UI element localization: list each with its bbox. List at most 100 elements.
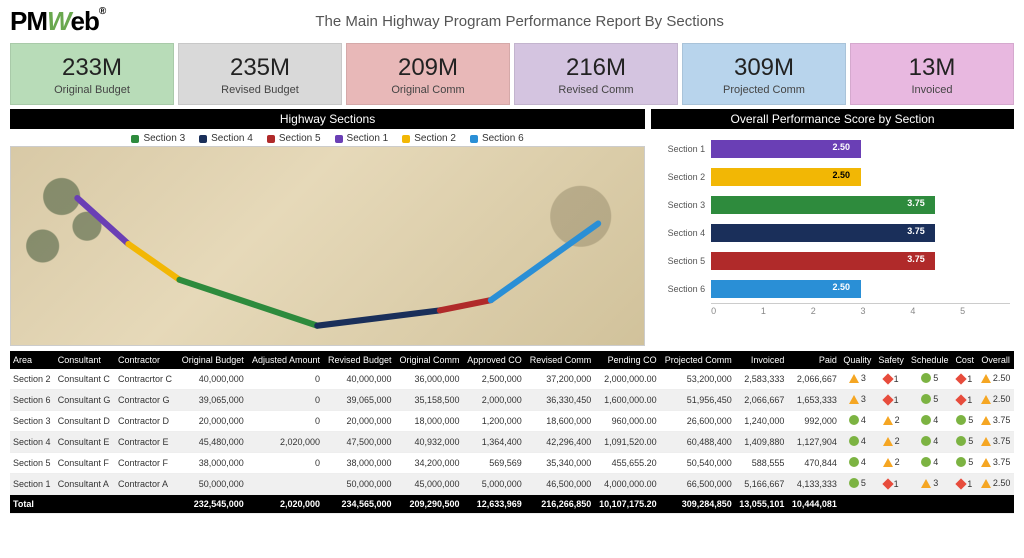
table-cell	[907, 495, 952, 514]
indicator-cell: 3.75	[977, 453, 1014, 474]
table-cell: 1,364,400	[463, 432, 525, 453]
legend-item: Section 4	[199, 133, 253, 144]
table-cell: 12,633,969	[463, 495, 525, 514]
indicator-cell: 1	[875, 369, 907, 390]
table-cell: Contractor G	[115, 390, 177, 411]
indicator-cell: 3.75	[977, 432, 1014, 453]
table-cell: 35,340,000	[525, 453, 594, 474]
table-header[interactable]: Revised Comm	[525, 351, 594, 369]
table-header[interactable]: Original Comm	[395, 351, 463, 369]
table-header[interactable]: Area	[10, 351, 55, 369]
table-cell: 234,565,000	[323, 495, 395, 514]
table-cell: Consultant G	[55, 390, 115, 411]
indicator-cell: 4	[907, 453, 952, 474]
table-cell: 45,480,000	[177, 432, 247, 453]
table-cell: 455,655.20	[594, 453, 659, 474]
score-bar-row: Section 53.75	[655, 247, 1010, 275]
table-cell: 10,107,175.20	[594, 495, 659, 514]
table-header[interactable]: Projected Comm	[660, 351, 735, 369]
table-cell: Consultant A	[55, 474, 115, 495]
table-cell: 26,600,000	[660, 411, 735, 432]
score-bar-row: Section 22.50	[655, 163, 1010, 191]
table-cell: 2,020,000	[247, 495, 323, 514]
legend-item: Section 6	[470, 133, 524, 144]
table-header[interactable]: Schedule	[907, 351, 952, 369]
table-cell	[840, 495, 875, 514]
table-cell	[952, 495, 977, 514]
indicator-cell: 2.50	[977, 369, 1014, 390]
kpi-card: 216MRevised Comm	[514, 43, 678, 105]
score-panel: Overall Performance Score by Section Sec…	[651, 109, 1014, 347]
score-bar-label: Section 6	[655, 284, 705, 294]
table-cell: 5,166,667	[735, 474, 788, 495]
score-bar-chart: Section 12.50Section 22.50Section 33.75S…	[651, 129, 1014, 347]
score-bar	[711, 196, 935, 214]
table-cell: 36,330,450	[525, 390, 594, 411]
table-header[interactable]: Original Budget	[177, 351, 247, 369]
indicator-cell: 2	[875, 432, 907, 453]
table-header[interactable]: Paid	[787, 351, 840, 369]
score-bar-label: Section 4	[655, 228, 705, 238]
table-cell: 50,540,000	[660, 453, 735, 474]
indicator-cell: 5	[952, 432, 977, 453]
indicator-cell: 2	[875, 453, 907, 474]
kpi-value: 209M	[351, 54, 505, 82]
highway-sections-panel: Highway Sections Section 3Section 4Secti…	[10, 109, 645, 347]
score-bar-row: Section 62.50	[655, 275, 1010, 303]
table-cell: 50,000,000	[177, 474, 247, 495]
kpi-value: 216M	[519, 54, 673, 82]
table-cell: 39,065,000	[323, 390, 395, 411]
table-header[interactable]: Quality	[840, 351, 875, 369]
indicator-cell: 2	[875, 411, 907, 432]
table-cell: 1,091,520.00	[594, 432, 659, 453]
indicator-cell: 3	[840, 369, 875, 390]
table-cell: Section 1	[10, 474, 55, 495]
table-cell: 38,000,000	[177, 453, 247, 474]
indicator-cell: 5	[952, 453, 977, 474]
table-header[interactable]: Cost	[952, 351, 977, 369]
table-header[interactable]: Safety	[875, 351, 907, 369]
table-row: Section 3Consultant DContractor D20,000,…	[10, 411, 1014, 432]
kpi-row: 233MOriginal Budget235MRevised Budget209…	[10, 43, 1014, 105]
table-cell: 470,844	[787, 453, 840, 474]
indicator-cell: 5	[952, 411, 977, 432]
table-header[interactable]: Pending CO	[594, 351, 659, 369]
table-cell: 5,000,000	[463, 474, 525, 495]
table-cell: 20,000,000	[177, 411, 247, 432]
table-cell: 18,000,000	[395, 411, 463, 432]
table-cell: Contractor E	[115, 432, 177, 453]
kpi-label: Projected Comm	[687, 84, 841, 96]
table-header[interactable]: Overall	[977, 351, 1014, 369]
table-cell: Consultant E	[55, 432, 115, 453]
table-header[interactable]: Invoiced	[735, 351, 788, 369]
table-cell: 13,055,101	[735, 495, 788, 514]
table-header[interactable]: Consultant	[55, 351, 115, 369]
table-cell: 4,000,000.00	[594, 474, 659, 495]
data-table: AreaConsultantContractorOriginal BudgetA…	[10, 351, 1014, 514]
table-cell: 1,600,000.00	[594, 390, 659, 411]
map-legend: Section 3Section 4Section 5Section 1Sect…	[10, 129, 645, 146]
table-cell: 1,653,333	[787, 390, 840, 411]
kpi-value: 13M	[855, 54, 1009, 82]
table-cell: 2,583,333	[735, 369, 788, 390]
table-cell: 10,444,081	[787, 495, 840, 514]
table-header[interactable]: Revised Budget	[323, 351, 395, 369]
table-header[interactable]: Contractor	[115, 351, 177, 369]
table-total-row: Total232,545,0002,020,000234,565,000209,…	[10, 495, 1014, 514]
table-header[interactable]: Approved CO	[463, 351, 525, 369]
kpi-value: 235M	[183, 54, 337, 82]
table-cell	[247, 474, 323, 495]
table-row: Section 5Consultant FContractor F38,000,…	[10, 453, 1014, 474]
table-header[interactable]: Adjusted Amount	[247, 351, 323, 369]
indicator-cell: 5	[840, 474, 875, 495]
legend-item: Section 2	[402, 133, 456, 144]
table-cell: 209,290,500	[395, 495, 463, 514]
table-cell: 216,266,850	[525, 495, 594, 514]
table-cell: 2,000,000.00	[594, 369, 659, 390]
table-cell: 36,000,000	[395, 369, 463, 390]
table-cell: 1,200,000	[463, 411, 525, 432]
indicator-cell: 2.50	[977, 474, 1014, 495]
indicator-cell: 1	[875, 474, 907, 495]
highway-map[interactable]	[10, 146, 645, 346]
indicator-cell: 4	[840, 453, 875, 474]
